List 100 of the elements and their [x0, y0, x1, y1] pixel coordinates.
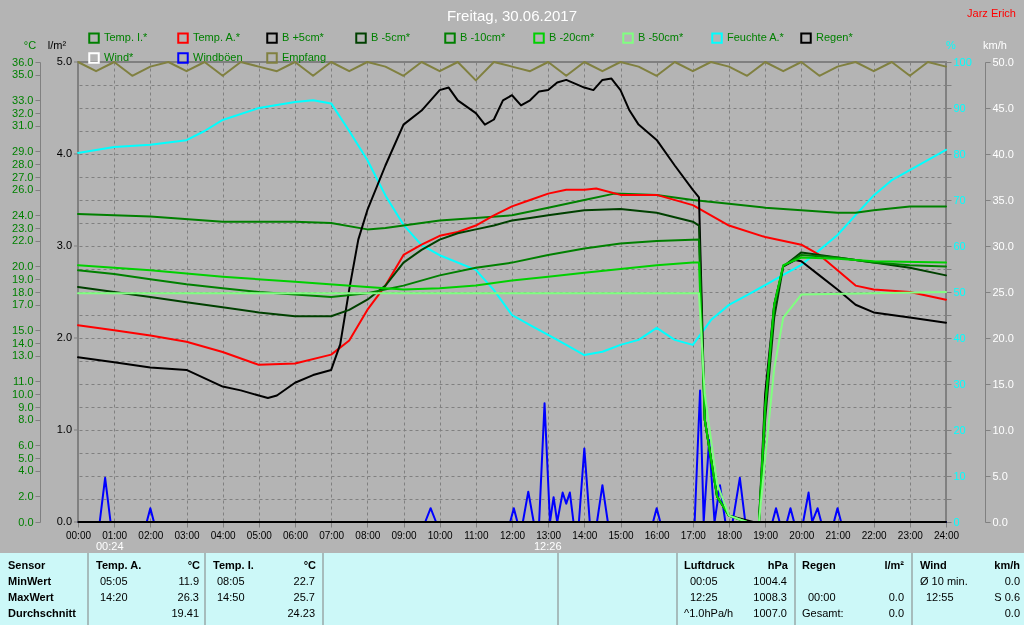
x-tick-label: 04:00: [210, 529, 237, 541]
x-tick-label: 01:00: [102, 529, 128, 541]
y-tick-label: 29.0: [12, 144, 34, 157]
y2-tick-label: 80: [953, 147, 966, 160]
y-tick-label: 22.0: [12, 234, 34, 247]
legend-label: B -50cm*: [638, 31, 684, 44]
x-tick-label: 02:00: [138, 529, 164, 541]
y-tick-label: 31.0: [12, 119, 34, 132]
x-tick-label: 10:00: [427, 529, 454, 541]
text: MinWert: [8, 575, 52, 587]
y2-tick-label: 70: [953, 193, 966, 206]
text: 5.0: [56, 55, 72, 67]
x-tick-label: 14:00: [572, 529, 598, 541]
y-tick-label: 36.0: [12, 55, 34, 68]
y-tick-label: 20.0: [12, 259, 34, 272]
legend-label: Temp. A.*: [193, 31, 241, 44]
x-tick-label: 00:00: [65, 529, 92, 541]
x-tick-label: 23:00: [897, 529, 924, 541]
text: 25.7: [293, 591, 315, 603]
text: 05:05: [100, 575, 128, 587]
x-tick-label: 24:00: [933, 529, 960, 541]
text: 1004.4: [753, 575, 787, 587]
text: km/h: [994, 559, 1021, 571]
text: Ø 10 min.: [920, 575, 968, 587]
y-tick-label: 4.0: [18, 464, 34, 477]
y2-tick-label: 100: [953, 55, 972, 68]
y2-tick-label: 20: [953, 423, 966, 436]
y-axis-title: °C: [23, 39, 37, 51]
text: Regen: [802, 559, 836, 571]
y-tick-label: 13.0: [12, 349, 34, 362]
y-tick-label: 15.0: [12, 323, 34, 336]
y-tick-label: 18.0: [12, 285, 34, 298]
text: 08:05: [217, 575, 245, 587]
text: 00:24: [96, 540, 124, 552]
text: S 0.6: [994, 591, 1020, 603]
legend-label: B -10cm*: [460, 31, 506, 44]
y-tick-label: 17.0: [12, 298, 34, 311]
text: 26.3: [177, 591, 199, 603]
y-tick-label: 27.0: [12, 170, 34, 183]
text: 0.0: [888, 607, 904, 619]
line-series: [77, 187, 947, 366]
y-tick-label: 10.0: [12, 387, 34, 400]
text: 1007.0: [753, 607, 787, 619]
x-tick-label: 15:00: [608, 529, 634, 541]
legend-label: B -20cm*: [549, 31, 595, 44]
text: 14:20: [100, 591, 128, 603]
text: l/m²: [47, 39, 67, 51]
x-tick-label: 07:00: [319, 529, 345, 541]
y-tick-label: 5.0: [18, 451, 34, 464]
y2-tick-label: 10: [953, 469, 966, 482]
text: 4.0: [56, 147, 72, 159]
x-tick-label: 16:00: [644, 529, 671, 541]
text: hPa: [767, 559, 789, 571]
legend-label: Temp. I.*: [104, 31, 149, 44]
y-tick-label: 32.0: [12, 106, 34, 119]
x-tick-label: 06:00: [282, 529, 309, 541]
x-tick-label: 03:00: [174, 529, 200, 541]
legend-label: Empfang: [282, 51, 327, 63]
y3-tick-label: 15.0: [992, 377, 1014, 390]
y-tick-label: 19.0: [12, 272, 34, 285]
text: °C: [303, 559, 317, 571]
text: Luftdruck: [684, 559, 736, 571]
y2-tick-label: 50: [953, 285, 966, 298]
text: 2.0: [56, 331, 72, 343]
y-tick-label: 11.0: [12, 374, 34, 387]
text: 3.0: [56, 239, 72, 251]
text: Jarz Erich: [967, 7, 1016, 19]
text: Temp. I.: [213, 559, 254, 571]
x-tick-label: 13:00: [536, 529, 562, 541]
text: 19.41: [171, 607, 199, 619]
y2-tick-label: 40: [953, 331, 966, 344]
text: 1.0: [56, 423, 72, 435]
y2-tick-label: 60: [953, 239, 966, 252]
text: 24.23: [287, 607, 315, 619]
text: 1008.3: [753, 591, 787, 603]
text: Gesamt:: [802, 607, 844, 619]
x-tick-label: 18:00: [716, 529, 743, 541]
y3-tick-label: 30.0: [992, 239, 1014, 252]
x-tick-label: 09:00: [391, 529, 417, 541]
text: Temp. A.: [96, 559, 142, 571]
x-tick-label: 05:00: [246, 529, 273, 541]
text: Durchschnitt: [8, 607, 77, 619]
y-tick-label: 26.0: [12, 183, 34, 196]
x-tick-label: 08:00: [355, 529, 381, 541]
x-tick-label: 11:00: [464, 529, 489, 541]
text: 11.9: [178, 575, 199, 587]
y-tick-label: 14.0: [12, 336, 34, 349]
legend-label: Wind*: [104, 51, 135, 63]
text: 14:50: [217, 591, 245, 603]
chart-title: Freitag, 30.06.2017: [446, 7, 578, 24]
text: MaxWert: [8, 591, 54, 603]
text: 22.7: [293, 575, 315, 587]
x-tick-label: 20:00: [789, 529, 815, 541]
y-tick-label: 28.0: [12, 157, 34, 170]
y-tick-label: 35.0: [12, 68, 34, 81]
text: 12:55: [926, 591, 954, 603]
y3-tick-label: 40.0: [992, 147, 1014, 160]
x-tick-label: 22:00: [861, 529, 888, 541]
y-tick-label: 8.0: [18, 413, 34, 426]
y3-tick-label: 35.0: [992, 193, 1014, 206]
